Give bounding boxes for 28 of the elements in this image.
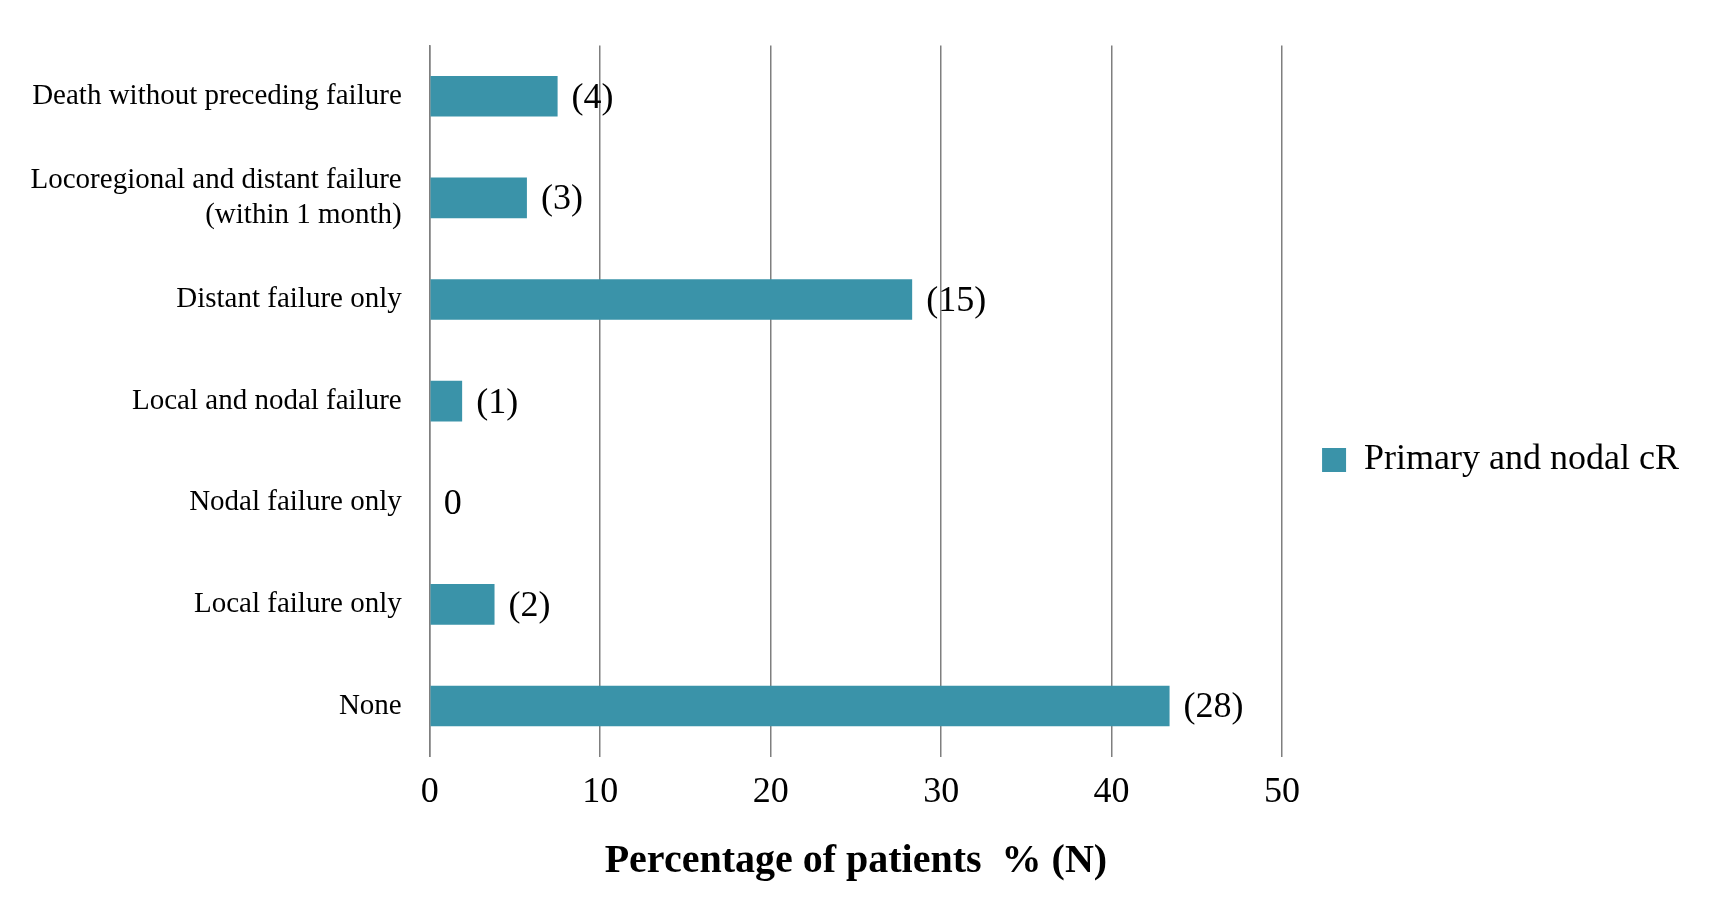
x-tick-label: 0 (420, 769, 439, 810)
annotation: (28) (1183, 685, 1244, 726)
y-tick-label: None (338, 687, 402, 720)
annotation: 0 (443, 482, 462, 523)
annotation: (15) (926, 278, 987, 319)
annotation: (4) (571, 75, 614, 116)
bar (430, 685, 1170, 727)
x-tick-label: 30 (923, 769, 960, 810)
bar (430, 584, 495, 625)
legend-label: Primary and nodal cR (1364, 437, 1680, 478)
y-tick-label: Locoregional and distant failure (within 1 month) (30, 162, 402, 230)
annotation: (3) (540, 177, 583, 218)
x-tick-label: 20 (752, 769, 789, 810)
annotation: (2) (508, 583, 551, 624)
y-tick-label: Distant failure only (176, 281, 403, 314)
y-tick-label: Nodal failure only (189, 484, 403, 517)
x-tick-label: 50 (1264, 769, 1301, 810)
bar (430, 177, 527, 219)
bar (430, 75, 558, 117)
y-tick-label: Death without preceding failure (32, 77, 402, 110)
x-tick-label: 10 (582, 769, 619, 810)
x-tick-label: 40 (1093, 769, 1130, 810)
y-tick-label: Local and nodal failure (132, 382, 402, 415)
bar (430, 279, 913, 320)
annotation: (1) (476, 380, 519, 421)
bar (430, 380, 463, 422)
x-axis-title: Percentage of patients % (N) (604, 836, 1108, 882)
y-tick-label: Local failure only (194, 585, 403, 618)
